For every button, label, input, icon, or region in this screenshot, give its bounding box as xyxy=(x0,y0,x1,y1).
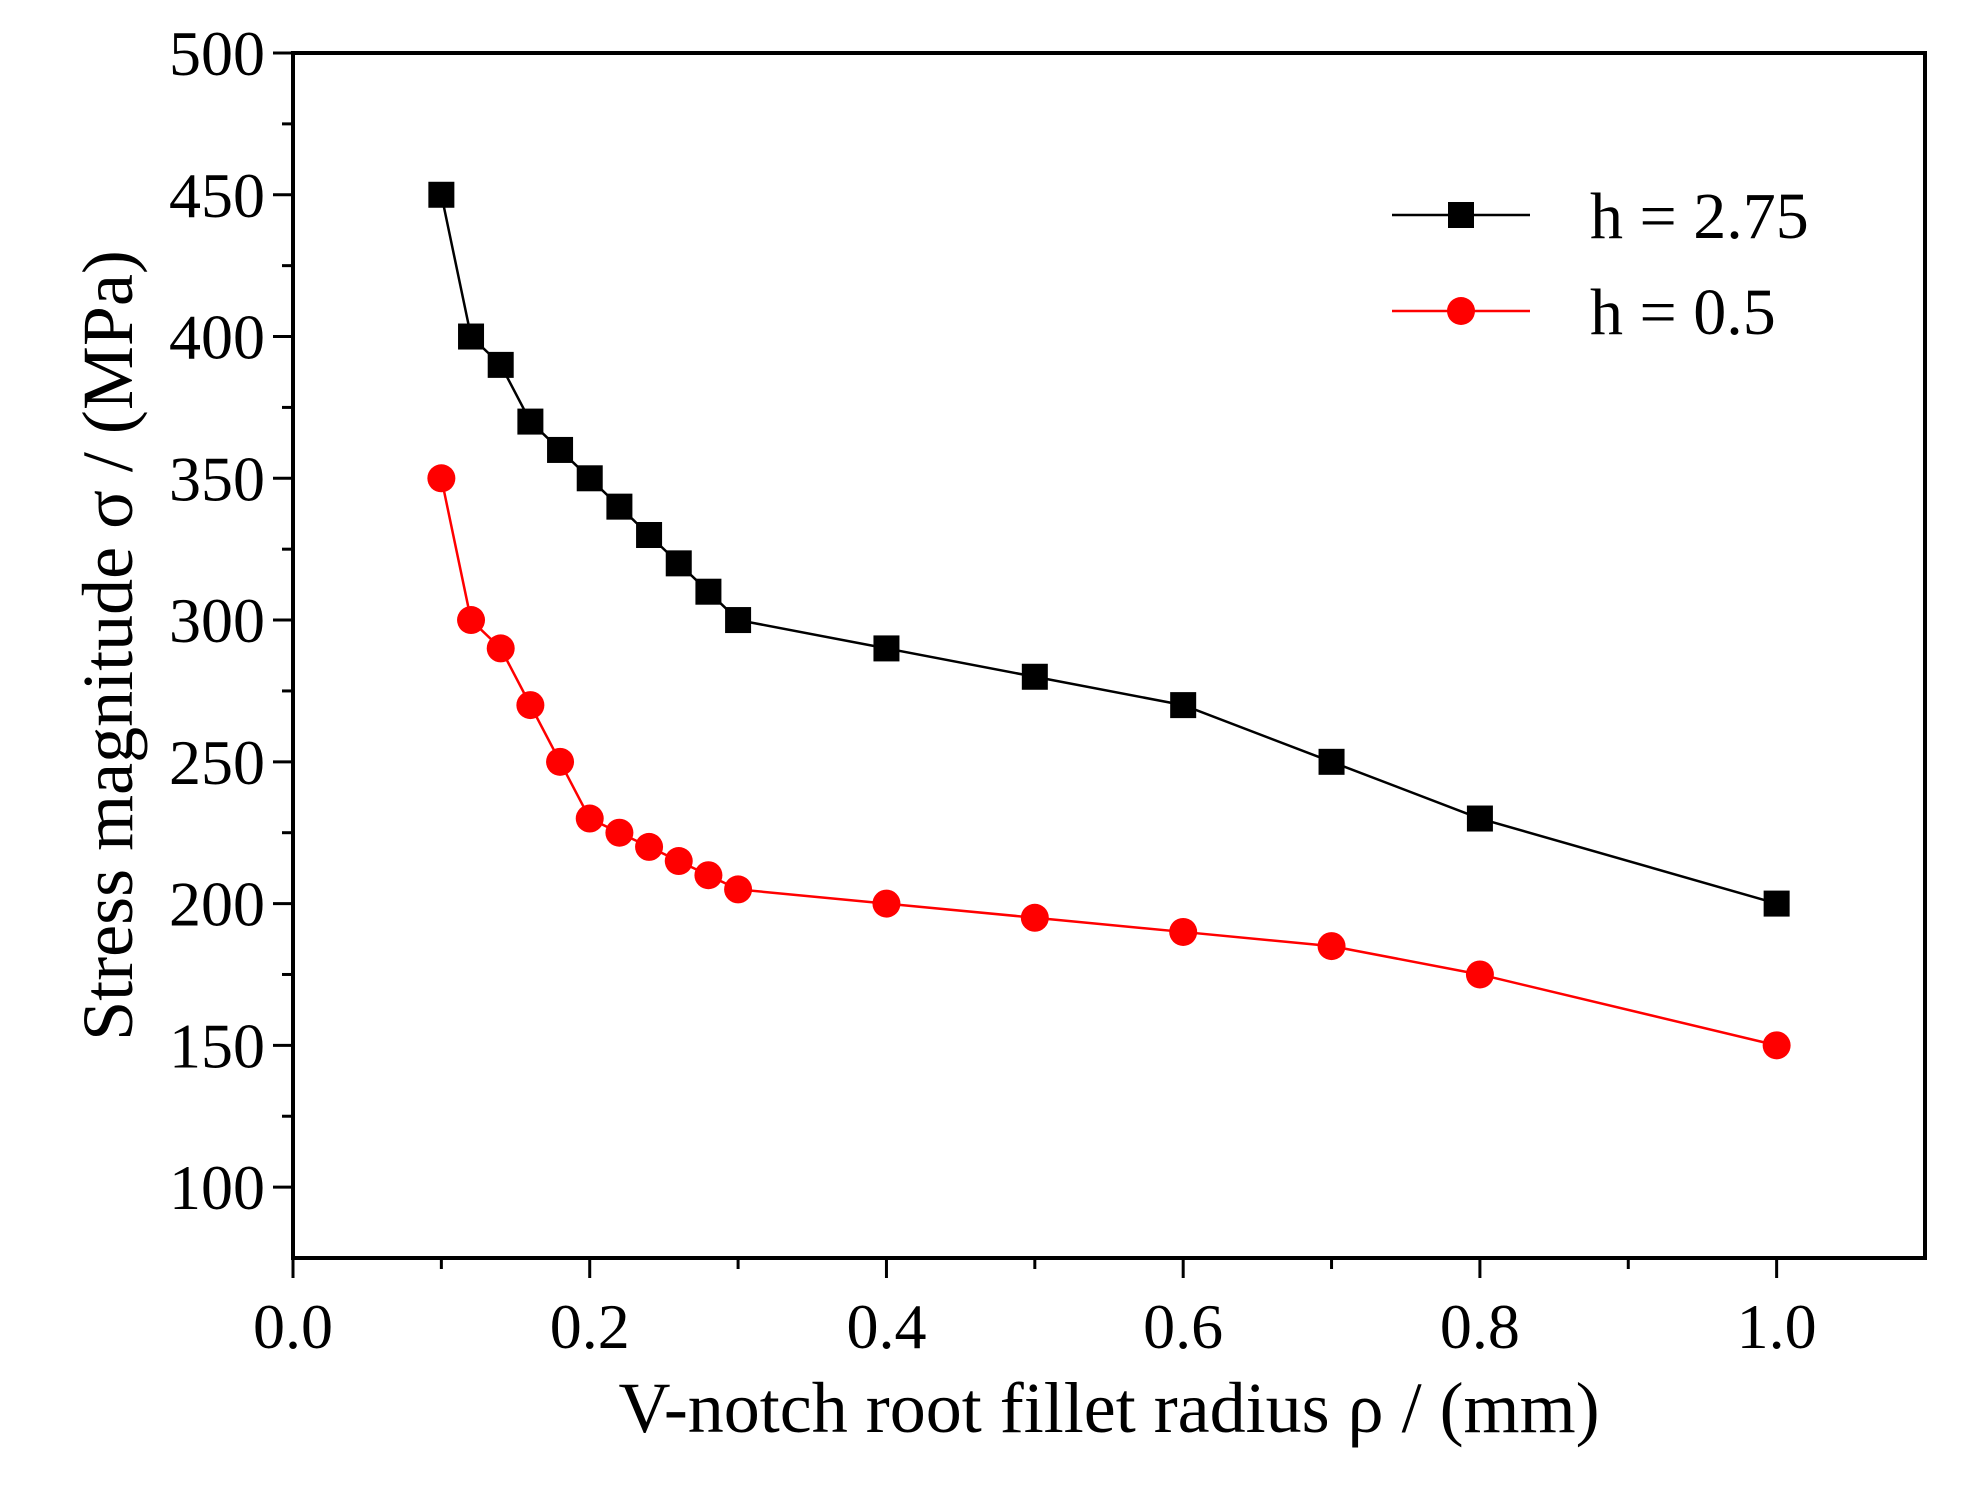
y-tick-label: 250 xyxy=(169,727,265,798)
data-point-square xyxy=(458,323,485,350)
data-point-circle xyxy=(605,818,634,847)
ticks-layer: 0.0 0.2 0.4 0.6 0.8 1.0 100 150 200 250 300 350 400 4… xyxy=(169,18,1817,1362)
data-point-circle xyxy=(1169,917,1198,946)
x-tick-label: 0.2 xyxy=(550,1291,630,1362)
plot-frame xyxy=(291,51,1927,1260)
y-tick-label: 500 xyxy=(169,18,265,89)
data-point-square xyxy=(1170,692,1197,719)
x-tick-label: 0.4 xyxy=(846,1291,926,1362)
data-point-circle xyxy=(635,832,664,861)
series-1 xyxy=(428,181,1790,917)
data-point-square xyxy=(1318,748,1345,775)
x-tick-label: 0.6 xyxy=(1143,1291,1223,1362)
legend-item-1: h = 2.75 xyxy=(1392,180,1809,253)
data-point-circle xyxy=(516,691,545,720)
data-point-square xyxy=(695,578,722,605)
y-tick-label: 200 xyxy=(169,869,265,940)
y-tick-label: 450 xyxy=(169,160,265,231)
data-point-square xyxy=(517,408,544,435)
data-point-square xyxy=(1763,890,1790,917)
data-point-square xyxy=(606,493,633,520)
data-point-square xyxy=(636,522,663,548)
data-point-square xyxy=(725,607,752,634)
legend-marker-square xyxy=(1448,202,1474,228)
data-point-circle xyxy=(872,889,901,918)
data-point-circle xyxy=(486,634,515,663)
data-point-square xyxy=(873,635,900,662)
y-tick-label: 100 xyxy=(169,1152,265,1223)
data-point-circle xyxy=(427,464,456,493)
data-point-circle xyxy=(546,747,575,776)
data-point-circle xyxy=(457,606,486,635)
x-axis-title: V-notch root fillet radius ρ / (mm) xyxy=(618,1368,1599,1448)
data-point-square xyxy=(1466,805,1493,832)
y-tick-label: 300 xyxy=(169,585,265,656)
legend-marker-circle xyxy=(1447,297,1475,325)
data-point-square xyxy=(1021,663,1048,690)
data-point-square xyxy=(428,181,455,208)
x-tick-label: 0.0 xyxy=(253,1291,333,1362)
series-line xyxy=(440,478,1777,1047)
series-2 xyxy=(427,464,1791,1060)
data-point-circle xyxy=(575,804,604,833)
data-point-square xyxy=(487,351,514,378)
y-tick-label: 350 xyxy=(169,443,265,514)
legend-label: h = 2.75 xyxy=(1590,180,1809,253)
data-point-circle xyxy=(664,847,693,876)
x-tick-label: 1.0 xyxy=(1737,1291,1817,1362)
y-axis-title: Stress magnitude σ / (MPa) xyxy=(68,250,148,1041)
data-point-square xyxy=(665,550,692,577)
series-line xyxy=(440,194,1777,905)
data-point-circle xyxy=(1465,960,1494,989)
data-point-circle xyxy=(724,875,753,904)
data-point-square xyxy=(576,465,603,492)
data-point-circle xyxy=(1020,903,1049,932)
data-point-circle xyxy=(1317,932,1346,961)
y-tick-label: 150 xyxy=(169,1010,265,1081)
data-point-circle xyxy=(694,861,723,890)
legend: h = 2.75 h = 0.5 xyxy=(1392,180,1809,349)
data-point-circle xyxy=(1762,1031,1791,1060)
data-point-square xyxy=(547,436,574,463)
series-layer xyxy=(427,181,1791,1060)
legend-item-2: h = 0.5 xyxy=(1392,276,1776,349)
x-tick-label: 0.8 xyxy=(1440,1291,1520,1362)
legend-label: h = 0.5 xyxy=(1590,276,1776,349)
y-tick-label: 400 xyxy=(169,302,265,373)
